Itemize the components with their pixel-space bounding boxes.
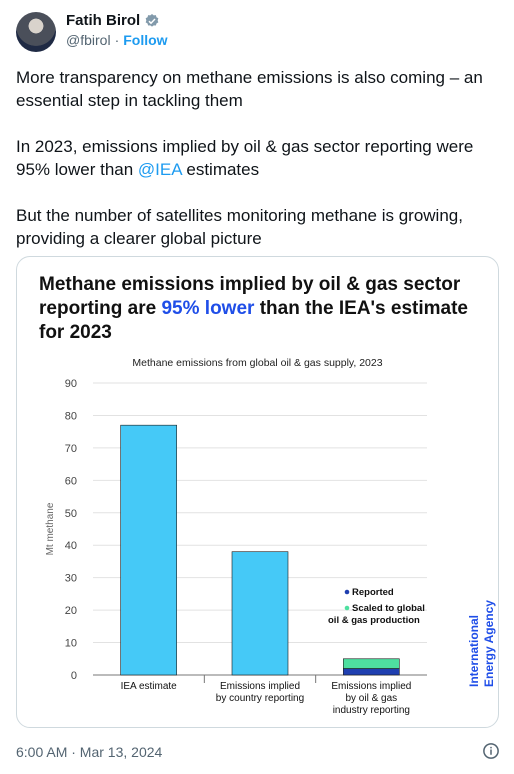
tweet-text-segment: estimates [181, 160, 260, 179]
legend-label: Scaled to global [352, 603, 425, 614]
image-title: Methane emissions implied by oil & gas s… [39, 273, 479, 345]
category-label: by oil & gas [345, 693, 397, 704]
title-highlight: 95% lower [161, 298, 255, 319]
bar [120, 424, 177, 676]
y-tick-label: 60 [65, 475, 77, 487]
legend-label: oil & gas production [328, 615, 420, 626]
legend-label: Reported [352, 587, 394, 598]
category-label: IEA estimate [121, 681, 178, 692]
iea-mention-link[interactable]: @IEA [137, 160, 182, 179]
category-label: industry reporting [333, 705, 410, 716]
verified-badge-icon [145, 13, 159, 27]
handle-row: @fbirol · Follow [66, 32, 168, 48]
category-label: by country reporting [216, 693, 304, 704]
bar-reported [343, 668, 400, 676]
y-axis-label: Mt methane [45, 502, 56, 555]
tweet-paragraph-3: But the number of satellites monitoring … [16, 206, 463, 248]
y-tick-label: 20 [65, 605, 77, 617]
bar [231, 551, 289, 676]
category-label: Emissions implied [331, 681, 411, 692]
title-segment: Methane emissions implied by oil & gas s… [39, 274, 461, 319]
y-tick-label: 70 [65, 443, 77, 455]
tweet-header: Fatih Birol @fbirol · Follow [16, 10, 506, 54]
y-tick-label: 30 [65, 573, 77, 585]
bar-scaled [343, 658, 400, 669]
iea-logo-line1: International [467, 615, 481, 687]
info-icon[interactable] [482, 742, 500, 760]
legend-marker [344, 605, 350, 611]
tweet-text-segment: In 2023, emissions implied by oil & gas … [16, 137, 474, 179]
separator-dot: · [114, 32, 120, 48]
tweet-footer: 6:00 AM · Mar 13, 2024 [16, 742, 500, 760]
tweet-text: More transparency on methane emissions i… [16, 66, 502, 273]
tweet-timestamp[interactable]: 6:00 AM · Mar 13, 2024 [16, 744, 163, 760]
y-tick-label: 80 [65, 410, 77, 422]
y-tick-label: 0 [71, 670, 77, 682]
y-tick-label: 10 [65, 638, 77, 650]
follow-button[interactable]: Follow [123, 32, 168, 48]
y-tick-label: 40 [65, 540, 77, 552]
iea-logo-line2: Energy Agency [482, 600, 496, 687]
tweet-paragraph-2: In 2023, emissions implied by oil & gas … [16, 135, 502, 181]
tweet-image-card[interactable]: Methane emissions implied by oil & gas s… [16, 256, 499, 728]
y-tick-label: 50 [65, 508, 77, 520]
bar-chart: 0 10 20 30 40 50 60 70 80 90 Mt methane IEA estimat… [45, 378, 496, 716]
tweet-paragraph-1: More transparency on methane emissions i… [16, 68, 483, 110]
author-name-row: Fatih Birol [66, 12, 160, 29]
author-handle[interactable]: @fbirol [66, 32, 111, 48]
author-name[interactable]: Fatih Birol [66, 12, 141, 29]
chart-subtitle: Methane emissions from global oil & gas … [132, 357, 383, 369]
title-segment: than the IEA's estimate for 2023 [39, 298, 468, 343]
y-tick-label: 90 [65, 378, 77, 390]
avatar[interactable] [16, 12, 56, 52]
category-label: Emissions implied [220, 681, 300, 692]
legend-marker [344, 589, 350, 595]
